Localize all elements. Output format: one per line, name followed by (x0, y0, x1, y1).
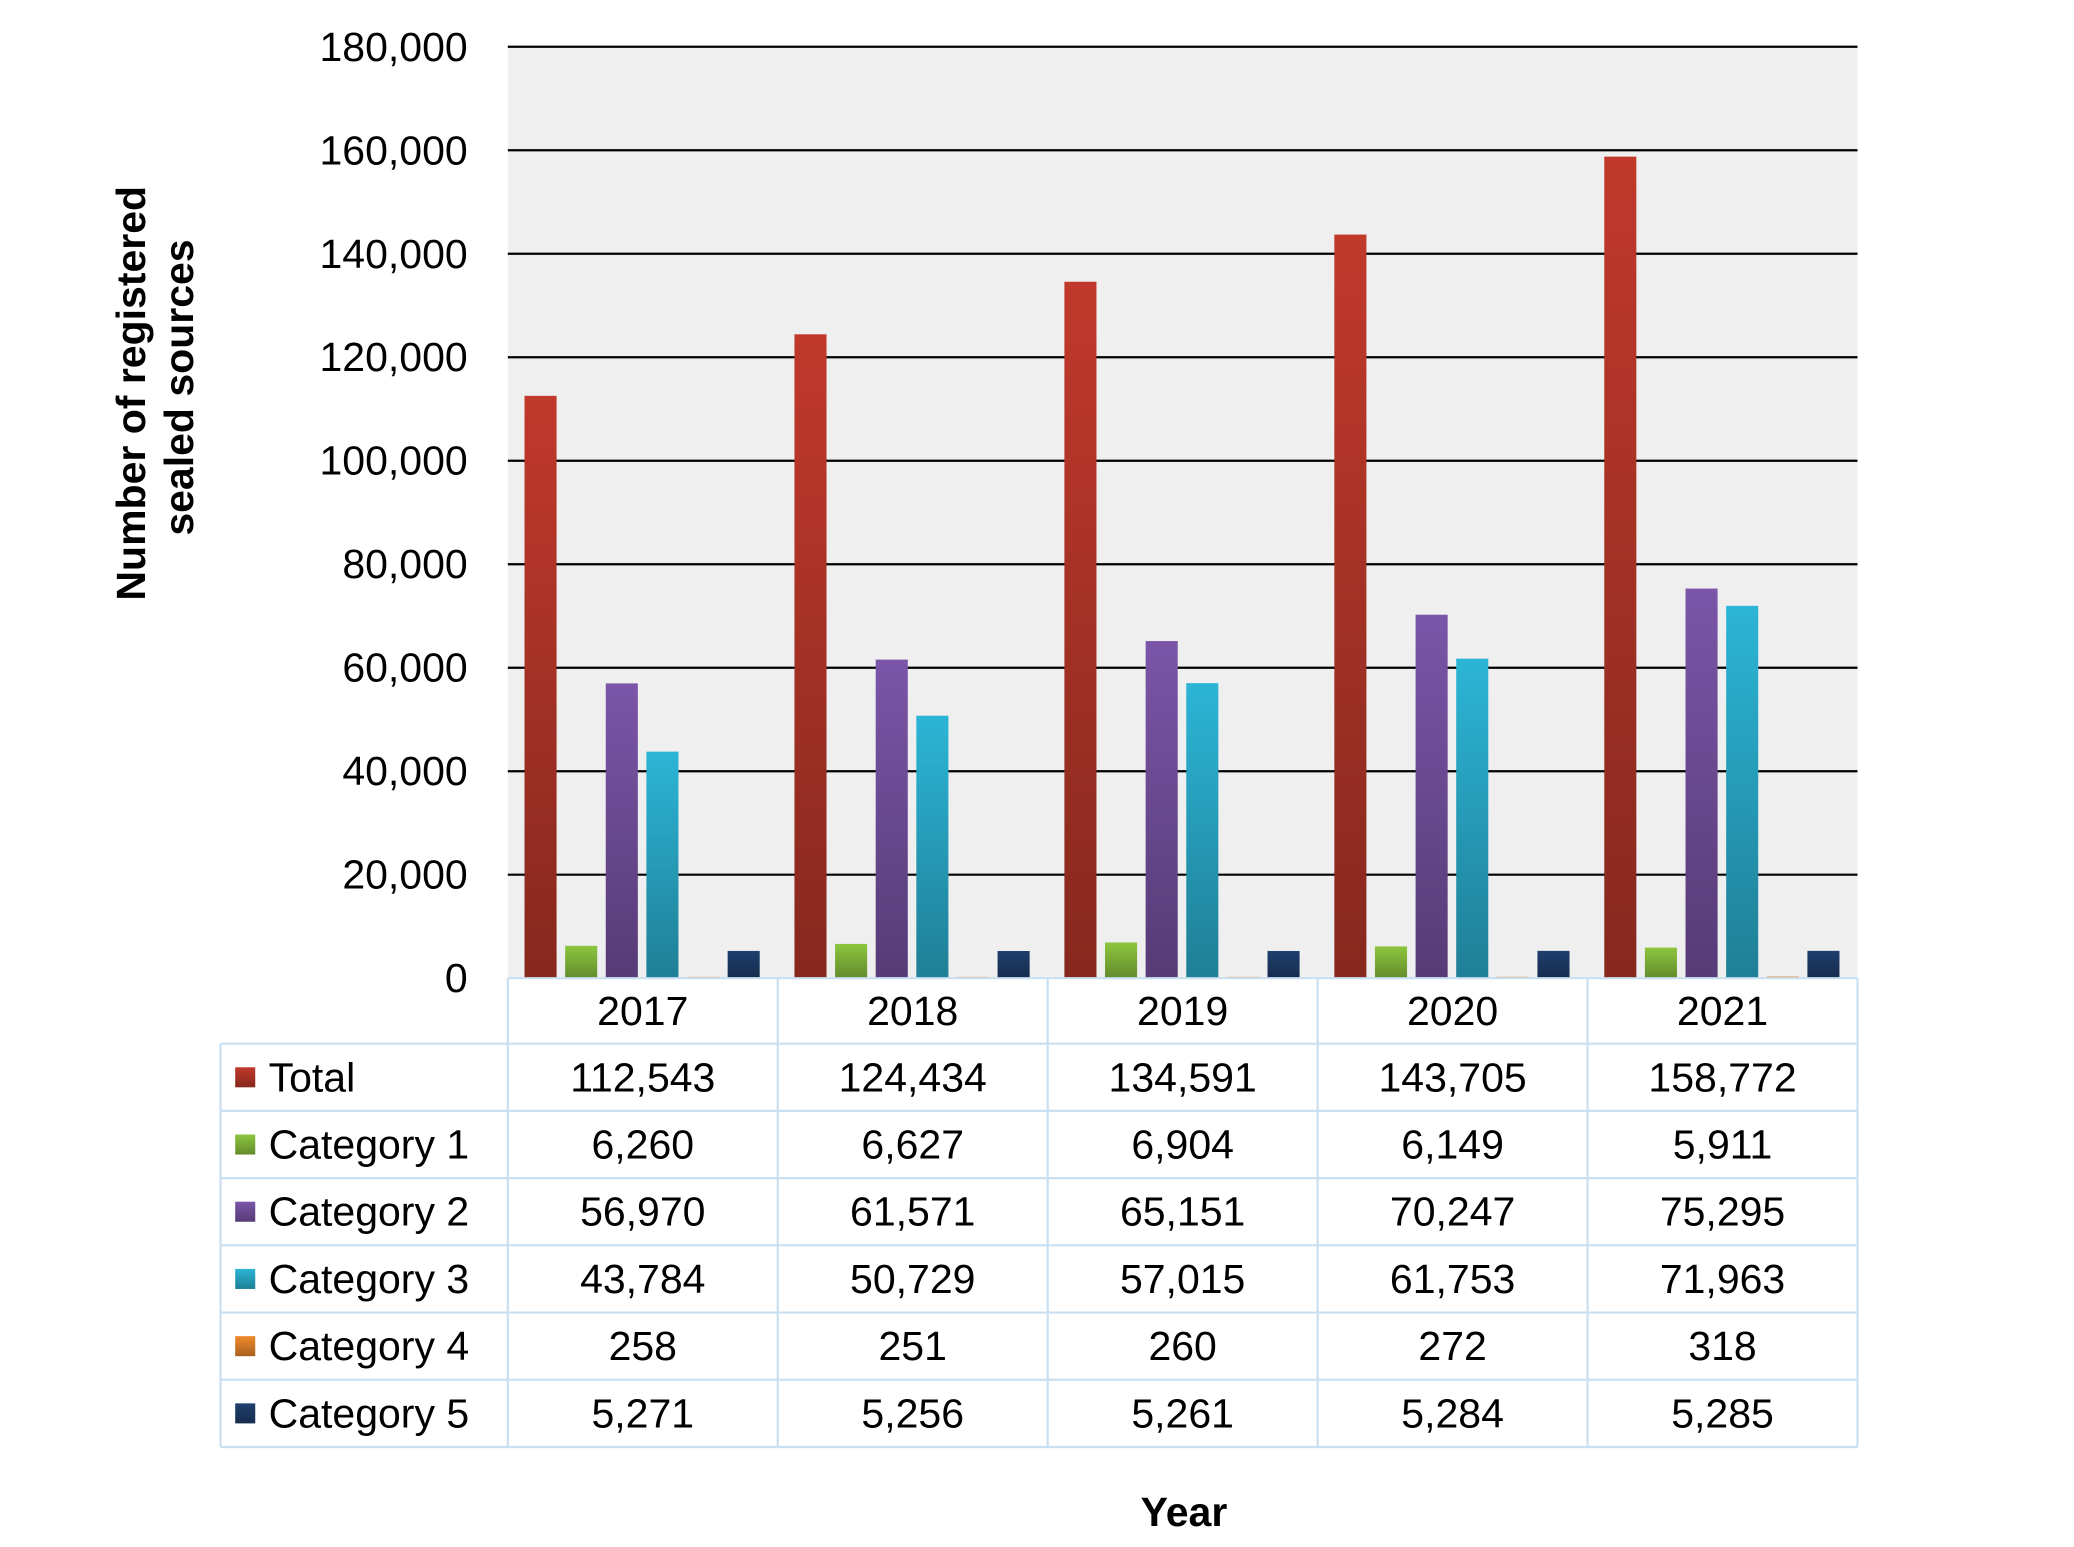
legend-label: Category 1 (269, 1122, 470, 1168)
legend-key-category-4 (235, 1336, 256, 1357)
bar-category-2-2017 (605, 683, 638, 979)
x-tick-label: 2019 (1137, 988, 1228, 1034)
legend-label: Category 5 (269, 1390, 470, 1436)
table-cell: 56,970 (580, 1189, 705, 1235)
table-cell: 258 (609, 1323, 677, 1369)
plot-area (507, 46, 1858, 979)
table-cell: 65,151 (1120, 1189, 1245, 1235)
bar-total-2019 (1064, 281, 1097, 979)
table-cell: 124,434 (839, 1054, 987, 1100)
gridlines (507, 45, 1858, 876)
table-cell: 75,295 (1660, 1189, 1785, 1235)
bar-category-2-2020 (1415, 614, 1448, 979)
legend-key-category-3 (235, 1268, 256, 1289)
legend-key-total (235, 1067, 256, 1088)
table-cell: 50,729 (850, 1256, 975, 1302)
table-cell: 43,784 (580, 1256, 705, 1302)
bar-category-1-2017 (565, 945, 598, 979)
y-tick-label: 100,000 (320, 438, 468, 484)
table-cell: 5,261 (1131, 1390, 1234, 1436)
legend-label: Category 2 (269, 1189, 470, 1235)
table-cell: 318 (1688, 1323, 1756, 1369)
bar-category-5-2018 (997, 951, 1030, 979)
data-table: 2017 2018 2019 2020 2021 Total 112,543 124,434 1… (219, 977, 1859, 1449)
y-tick-label: 0 (445, 955, 468, 1001)
bar-category-5-2019 (1267, 950, 1300, 979)
bar-category-3-2020 (1456, 658, 1489, 979)
y-tick-label: 180,000 (320, 24, 468, 70)
table-cell: 5,271 (591, 1390, 694, 1436)
table-cell: 70,247 (1390, 1189, 1515, 1235)
bar-category-3-2019 (1186, 683, 1219, 979)
y-tick-label: 40,000 (342, 748, 467, 794)
y-tick-label: 140,000 (320, 231, 468, 277)
table-cell: 6,260 (591, 1122, 694, 1168)
bar-category-2-2019 (1145, 641, 1178, 979)
bar-category-3-2021 (1726, 605, 1759, 979)
table-cell: 71,963 (1660, 1256, 1785, 1302)
bar-total-2018 (794, 334, 827, 979)
bar-category-1-2020 (1374, 946, 1408, 979)
y-axis-title-line-1: Number of registered (108, 186, 154, 601)
bar-category-1-2018 (835, 943, 868, 979)
bar-category-5-2021 (1807, 950, 1840, 979)
bar-category-3-2017 (646, 751, 679, 979)
y-tick-label: 120,000 (320, 334, 468, 380)
table-cell: 260 (1148, 1323, 1216, 1369)
bar-category-5-2017 (727, 950, 760, 979)
bars (524, 156, 1840, 979)
x-tick-label: 2020 (1407, 988, 1498, 1034)
table-cell: 61,753 (1390, 1256, 1515, 1302)
table-cell: 61,571 (850, 1189, 975, 1235)
bar-category-1-2021 (1644, 947, 1677, 979)
y-tick-label: 60,000 (342, 645, 467, 691)
table-cell: 6,149 (1401, 1122, 1504, 1168)
table-cell: 57,015 (1120, 1256, 1245, 1302)
table-cell: 5,256 (861, 1390, 964, 1436)
x-tick-label: 2021 (1677, 988, 1768, 1034)
bar-category-5-2020 (1537, 950, 1570, 979)
table-cell: 251 (879, 1323, 947, 1369)
x-tick-label: 2018 (867, 988, 958, 1034)
bar-total-2021 (1604, 156, 1637, 979)
table-cell: 143,705 (1378, 1054, 1526, 1100)
legend-key-category-5 (235, 1403, 256, 1424)
table-cell: 272 (1418, 1323, 1486, 1369)
table-cell: 112,543 (570, 1054, 715, 1100)
table-cell: 5,911 (1673, 1122, 1773, 1168)
table-cell: 134,591 (1109, 1054, 1257, 1100)
y-axis-title-line-2: sealed sources (156, 239, 202, 535)
bar-total-2020 (1334, 234, 1367, 979)
bar-category-1-2019 (1105, 942, 1138, 979)
table-cell: 5,284 (1401, 1390, 1504, 1436)
legend-key-category-2 (235, 1201, 256, 1222)
legend-label: Category 4 (269, 1323, 470, 1369)
table-cell: 6,627 (861, 1122, 964, 1168)
y-tick-label: 20,000 (342, 852, 467, 898)
table-cell: 6,904 (1131, 1122, 1234, 1168)
table-cell: 158,772 (1648, 1054, 1796, 1100)
bar-category-3-2018 (916, 715, 949, 979)
y-tick-label: 80,000 (342, 541, 467, 587)
x-axis-title: Year (1141, 1489, 1228, 1535)
y-axis-ticks: 0 20,000 40,000 60,000 80,000 100,000 120,000 1… (320, 24, 468, 1001)
y-tick-label: 160,000 (320, 127, 468, 173)
legend-key-category-1 (235, 1134, 256, 1155)
bar-total-2017 (524, 395, 557, 979)
legend-label: Total (269, 1054, 356, 1100)
x-tick-label: 2017 (597, 988, 688, 1034)
y-axis-title: Number of registered sealed sources (108, 175, 202, 601)
table-cell: 5,285 (1671, 1390, 1774, 1436)
bar-category-2-2021 (1685, 588, 1718, 979)
legend-label: Category 3 (269, 1256, 470, 1302)
bar-category-2-2018 (875, 659, 908, 979)
